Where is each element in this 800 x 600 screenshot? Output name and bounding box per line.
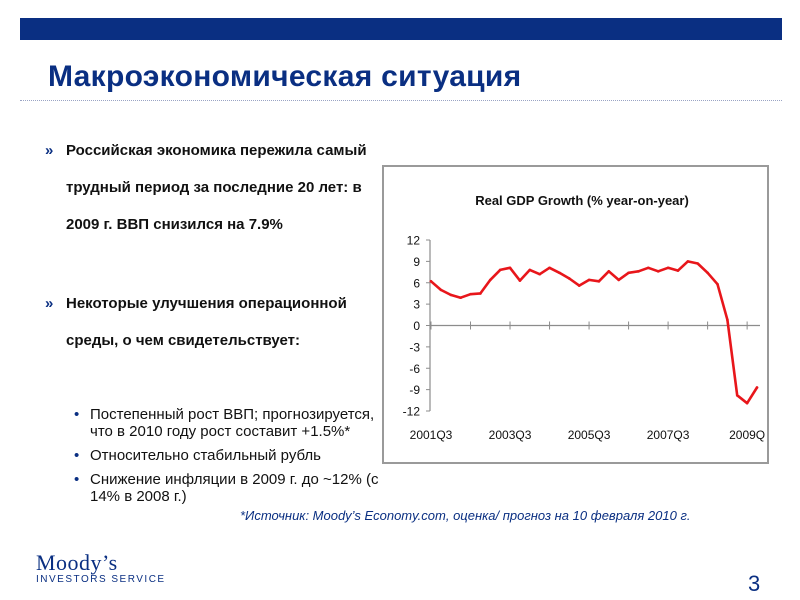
- title-divider: [20, 100, 782, 101]
- x-tick-label: 2009Q: [729, 428, 765, 442]
- gdp-data-point: [647, 266, 650, 270]
- chevron-bullet-icon: »: [45, 295, 54, 312]
- gdp-data-point: [469, 292, 472, 296]
- gdp-data-point: [726, 318, 729, 322]
- y-tick-label: 0: [413, 319, 420, 333]
- sub-bullet-gdp-text: Постепенный рост ВВП; прогнозируется, чт…: [90, 406, 375, 440]
- chevron-bullet-icon: »: [45, 142, 54, 159]
- y-tick-label: 9: [413, 255, 420, 269]
- x-tick-label: 2007Q3: [647, 428, 690, 442]
- chart-title: Real GDP Growth (% year-on-year): [475, 193, 689, 208]
- gdp-data-point: [459, 296, 462, 300]
- gdp-data-point: [429, 280, 433, 283]
- gdp-data-point: [716, 282, 719, 286]
- sub-bullet-inflation-text: Снижение инфляции в 2009 г. до ~12% (с 1…: [90, 471, 379, 505]
- gdp-data-point: [518, 279, 522, 282]
- gdp-chart-frame: Real GDP Growth (% year-on-year) 12 9 6 3 0 -3…: [382, 165, 769, 464]
- gdp-data-point: [558, 271, 561, 275]
- page-number: 3: [748, 571, 761, 596]
- y-tick-label: -3: [409, 340, 420, 354]
- dot-bullet-icon: •: [74, 447, 80, 464]
- gdp-data-point: [686, 260, 690, 263]
- gdp-data-point: [745, 401, 749, 405]
- dot-bullet-icon: •: [74, 406, 80, 423]
- logo-wordmark: Moody’s: [36, 550, 118, 575]
- bullet-improvements: » Некоторые улучшения операционной среды…: [45, 285, 385, 359]
- gdp-data-point: [706, 271, 709, 275]
- bullet-economy-text: Российская экономика пережила самый труд…: [66, 142, 367, 233]
- moodys-logo: Moody’s INVESTORS SERVICE: [36, 550, 166, 587]
- gdp-data-point: [617, 278, 620, 282]
- gdp-data-point: [479, 292, 482, 295]
- gdp-data-point: [528, 268, 532, 272]
- gdp-data-point: [568, 277, 571, 280]
- gdp-data-point: [538, 272, 541, 276]
- dot-bullet-icon: •: [74, 471, 80, 488]
- bullet-economy: » Российская экономика пережила самый тр…: [45, 132, 385, 243]
- gdp-data-point: [498, 268, 502, 272]
- gdp-data-point: [676, 269, 680, 272]
- gdp-data-point: [637, 270, 640, 273]
- x-tick-label: 2005Q3: [568, 428, 611, 442]
- sub-bullet-gdp: • Постепенный рост ВВП; прогнозируется, …: [74, 406, 387, 440]
- x-tick-label: 2001Q3: [410, 428, 453, 442]
- y-tick-label: -9: [409, 383, 420, 397]
- gdp-data-point: [548, 266, 551, 270]
- header-bar: [20, 18, 782, 40]
- x-tick-label: 2003Q3: [489, 428, 532, 442]
- gdp-data-point: [735, 394, 739, 397]
- sub-bullet-ruble-text: Относительно стабильный рубль: [90, 447, 321, 464]
- gdp-data-point: [439, 288, 443, 292]
- y-tick-label: 12: [407, 234, 421, 248]
- gdp-data-point: [656, 270, 660, 273]
- source-note: *Источник: Moody’s Economy.com, оценка/ …: [240, 508, 691, 523]
- gdp-data-point: [577, 284, 581, 287]
- slide-title: Макроэкономическая ситуация: [48, 60, 522, 93]
- gdp-series-line: [429, 260, 759, 405]
- sub-bullet-ruble: • Относительно стабильный рубль: [74, 447, 387, 464]
- sub-bullet-list: • Постепенный рост ВВП; прогнозируется, …: [74, 406, 387, 512]
- gdp-data-point: [666, 266, 670, 270]
- gdp-data-point: [607, 270, 611, 273]
- gdp-data-point: [597, 280, 601, 283]
- gdp-data-point: [587, 278, 591, 282]
- gdp-data-point: [508, 266, 512, 270]
- gdp-data-point: [627, 271, 630, 275]
- sub-bullet-inflation: • Снижение инфляции в 2009 г. до ~12% (с…: [74, 471, 387, 505]
- gdp-data-point: [696, 262, 700, 265]
- bullet-improvements-text: Некоторые улучшения операционной среды, …: [66, 295, 347, 349]
- logo-subline: INVESTORS SERVICE: [36, 574, 166, 585]
- gdp-growth-chart: Real GDP Growth (% year-on-year) 12 9 6 3 0 -3…: [403, 193, 765, 442]
- gdp-data-point: [755, 386, 759, 389]
- y-tick-label: 6: [413, 276, 420, 290]
- gdp-data-point: [449, 293, 453, 297]
- y-tick-label: -6: [409, 362, 420, 376]
- y-tick-label: -12: [403, 405, 421, 419]
- y-tick-label: 3: [413, 298, 420, 312]
- gdp-data-point: [488, 278, 492, 282]
